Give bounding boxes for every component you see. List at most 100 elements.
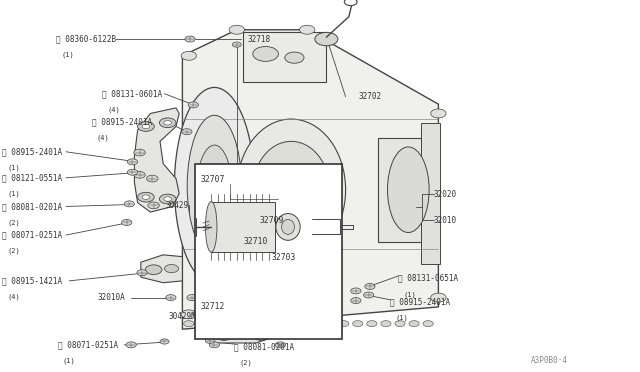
Text: 32709: 32709: [259, 216, 284, 225]
Ellipse shape: [205, 202, 217, 252]
Text: 32010: 32010: [434, 216, 457, 225]
Circle shape: [126, 342, 136, 348]
Text: (1): (1): [63, 358, 76, 364]
Text: Ⓦ 08915-2401A: Ⓦ 08915-2401A: [2, 147, 62, 156]
Circle shape: [310, 321, 321, 327]
Text: (1): (1): [403, 291, 416, 298]
Circle shape: [364, 292, 374, 298]
Ellipse shape: [253, 141, 330, 238]
Circle shape: [216, 331, 232, 340]
Text: 32702: 32702: [358, 92, 381, 101]
Circle shape: [315, 32, 338, 46]
Circle shape: [431, 109, 446, 118]
Circle shape: [282, 321, 292, 327]
Text: 32010A: 32010A: [97, 293, 125, 302]
Text: Ⓑ 08121-0551A: Ⓑ 08121-0551A: [2, 173, 62, 182]
Text: 30429: 30429: [165, 201, 188, 210]
Bar: [211, 202, 275, 252]
Text: 30429M: 30429M: [169, 312, 196, 321]
Text: (1): (1): [7, 165, 20, 171]
Circle shape: [431, 293, 446, 302]
Circle shape: [254, 321, 264, 327]
Circle shape: [423, 321, 433, 327]
Circle shape: [324, 321, 335, 327]
Circle shape: [285, 52, 304, 63]
Text: (1): (1): [61, 52, 74, 58]
Circle shape: [134, 171, 145, 178]
Circle shape: [147, 175, 158, 182]
Ellipse shape: [197, 145, 232, 234]
Text: Ⓑ 08071-0251A: Ⓑ 08071-0251A: [2, 231, 62, 240]
Circle shape: [351, 288, 361, 294]
Circle shape: [159, 118, 176, 128]
Circle shape: [381, 321, 391, 327]
Polygon shape: [141, 255, 182, 283]
Ellipse shape: [282, 219, 294, 234]
Circle shape: [142, 195, 150, 199]
Ellipse shape: [174, 87, 255, 285]
Circle shape: [353, 321, 363, 327]
Ellipse shape: [276, 214, 300, 240]
Circle shape: [181, 310, 196, 319]
Text: 32710: 32710: [243, 237, 268, 246]
Circle shape: [138, 192, 154, 202]
Circle shape: [164, 264, 179, 273]
Text: 32703: 32703: [272, 253, 296, 262]
Ellipse shape: [388, 147, 429, 232]
Text: Ⓑ 08131-0651A: Ⓑ 08131-0651A: [398, 274, 458, 283]
Circle shape: [275, 342, 285, 348]
Circle shape: [159, 194, 176, 204]
Bar: [195, 164, 342, 339]
Circle shape: [188, 102, 198, 108]
Circle shape: [367, 321, 377, 327]
Text: (2): (2): [239, 360, 252, 366]
Circle shape: [137, 270, 147, 276]
Text: A3P0B0·4: A3P0B0·4: [531, 356, 568, 365]
Circle shape: [253, 331, 269, 340]
Text: 32707: 32707: [200, 175, 225, 184]
Circle shape: [351, 298, 361, 304]
Circle shape: [209, 342, 220, 348]
Circle shape: [134, 149, 145, 156]
Circle shape: [205, 338, 214, 343]
Polygon shape: [182, 30, 438, 329]
Text: (4): (4): [97, 135, 109, 141]
Circle shape: [240, 321, 250, 327]
Text: Ⓦ 08915-2401A: Ⓦ 08915-2401A: [92, 118, 152, 126]
Circle shape: [226, 321, 236, 327]
Circle shape: [164, 121, 172, 125]
Circle shape: [122, 219, 132, 225]
Text: Ⓑ 08081-0201A: Ⓑ 08081-0201A: [2, 202, 62, 211]
Polygon shape: [205, 328, 275, 343]
Text: Ⓦ 08915-1421A: Ⓦ 08915-1421A: [2, 276, 62, 285]
Text: 32712: 32712: [200, 302, 225, 311]
Circle shape: [232, 42, 241, 47]
Circle shape: [300, 25, 315, 34]
Text: (2): (2): [7, 219, 20, 226]
Circle shape: [198, 321, 208, 327]
Bar: [421, 123, 440, 264]
Circle shape: [127, 159, 138, 165]
Circle shape: [164, 197, 172, 201]
Circle shape: [344, 0, 357, 6]
Text: (1): (1): [7, 191, 20, 197]
Circle shape: [229, 25, 244, 34]
Circle shape: [148, 202, 159, 209]
Circle shape: [193, 310, 204, 316]
Circle shape: [409, 321, 419, 327]
Polygon shape: [134, 108, 179, 212]
Text: (4): (4): [7, 294, 20, 300]
Bar: [243, 32, 326, 82]
Circle shape: [145, 265, 162, 275]
Circle shape: [181, 51, 196, 60]
Text: Ⓢ 08360-6122B: Ⓢ 08360-6122B: [56, 35, 116, 44]
Text: (4): (4): [108, 107, 120, 113]
Circle shape: [395, 321, 405, 327]
Text: (2): (2): [7, 248, 20, 254]
Circle shape: [138, 122, 154, 131]
Circle shape: [182, 129, 192, 135]
Ellipse shape: [237, 119, 346, 260]
Text: (1): (1): [396, 315, 408, 321]
Text: Ⓑ 08071-0251A: Ⓑ 08071-0251A: [58, 340, 118, 349]
Text: 32718: 32718: [247, 35, 270, 44]
